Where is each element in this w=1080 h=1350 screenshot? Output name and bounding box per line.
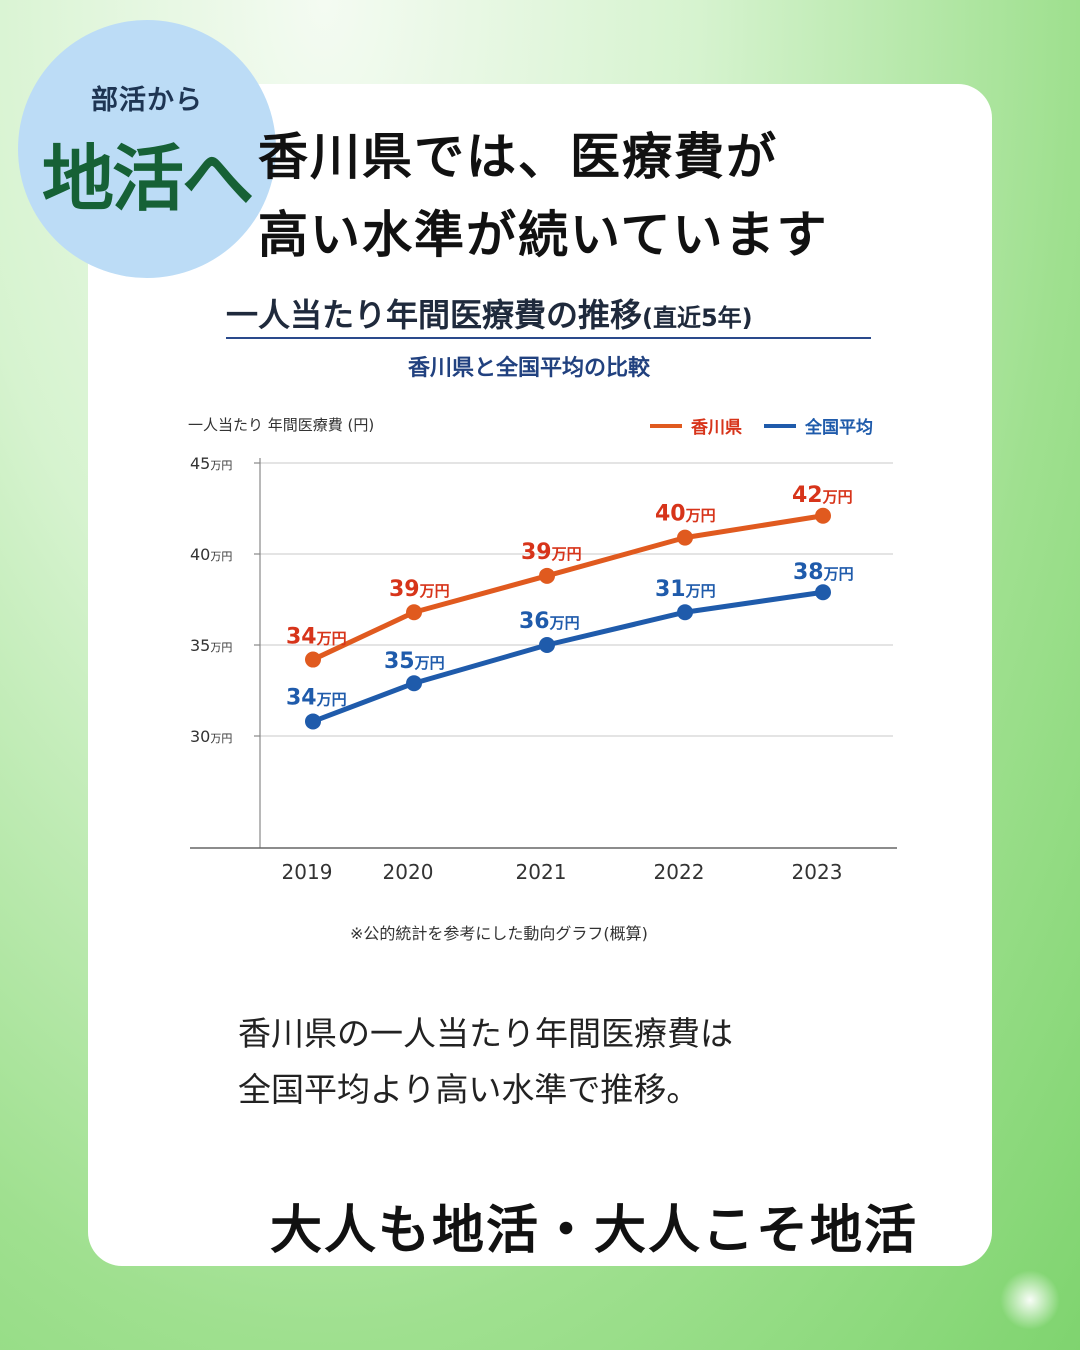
chart-subtitle: 香川県と全国平均の比較 <box>407 356 650 381</box>
chart-legend: 香川県 全国平均 <box>650 413 895 438</box>
chart-title-rule <box>226 337 871 339</box>
x-tick-label: 2022 <box>654 860 705 884</box>
data-label: 36万円 <box>519 609 580 634</box>
y-tick-label: 35万円 <box>190 636 232 655</box>
data-point <box>539 637 555 653</box>
body-text: 香川県の一人当たり年間医療費は 全国平均より高い水準で推移。 <box>238 1006 733 1118</box>
headline-line-1: 香川県では、医療費が <box>258 128 778 186</box>
chart-y-axis-label: 一人当たり 年間医療費 (円) <box>188 416 375 434</box>
body-line-1: 香川県の一人当たり年間医療費は <box>238 1014 733 1053</box>
headline-line-2: 高い水準が続いています <box>258 206 829 264</box>
y-tick-label: 30万円 <box>190 727 232 746</box>
legend-item-national: 全国平均 <box>764 413 873 438</box>
chart-footnote: ※公的統計を参考にした動向グラフ(概算) <box>350 924 648 943</box>
data-label: 40万円 <box>655 502 716 527</box>
data-point <box>406 675 422 692</box>
x-tick-label: 2019 <box>282 860 333 884</box>
legend-swatch-national <box>764 423 796 428</box>
data-label: 42万円 <box>792 483 853 508</box>
x-tick-label: 2021 <box>516 860 567 884</box>
y-tick-label: 45万円 <box>190 454 232 473</box>
data-point <box>406 604 422 621</box>
slogan: 大人も地活・大人こそ地活 <box>270 1201 919 1261</box>
legend-label-national: 全国平均 <box>805 418 873 438</box>
body-line-2: 全国平均より高い水準で推移。 <box>238 1070 700 1109</box>
chart-title-text: 一人当たり年間医療費の推移 <box>226 296 643 334</box>
legend-swatch-kagawa <box>650 423 682 428</box>
data-point <box>539 567 555 584</box>
data-point <box>815 507 831 524</box>
data-point <box>305 713 321 730</box>
content-card <box>88 84 992 1266</box>
badge: 部活から 地活へ <box>18 20 276 278</box>
data-point <box>305 651 321 668</box>
data-point <box>815 584 831 601</box>
headline: 香川県では、医療費が 高い水準が続いています <box>258 118 829 274</box>
x-tick-label: 2020 <box>383 860 434 884</box>
data-label: 39万円 <box>521 540 582 565</box>
data-label: 31万円 <box>655 577 716 602</box>
x-tick-label: 2023 <box>792 860 843 884</box>
data-label: 38万円 <box>793 560 854 585</box>
y-tick-label: 40万円 <box>190 545 232 564</box>
data-label: 34万円 <box>286 625 347 650</box>
badge-main-text: 地活へ <box>42 137 254 221</box>
data-point <box>677 604 693 621</box>
legend-item-kagawa: 香川県 <box>650 413 742 438</box>
data-label: 39万円 <box>389 577 450 602</box>
legend-label-kagawa: 香川県 <box>691 418 742 438</box>
data-label: 34万円 <box>286 685 347 710</box>
background-glow <box>1000 1270 1060 1330</box>
chart-title-note: (直近5年) <box>642 304 753 332</box>
badge-top-text: 部活から <box>91 85 203 116</box>
data-label: 35万円 <box>384 649 445 674</box>
data-point <box>677 529 693 546</box>
chart-title: 一人当たり年間医療費の推移(直近5年) <box>226 290 753 336</box>
